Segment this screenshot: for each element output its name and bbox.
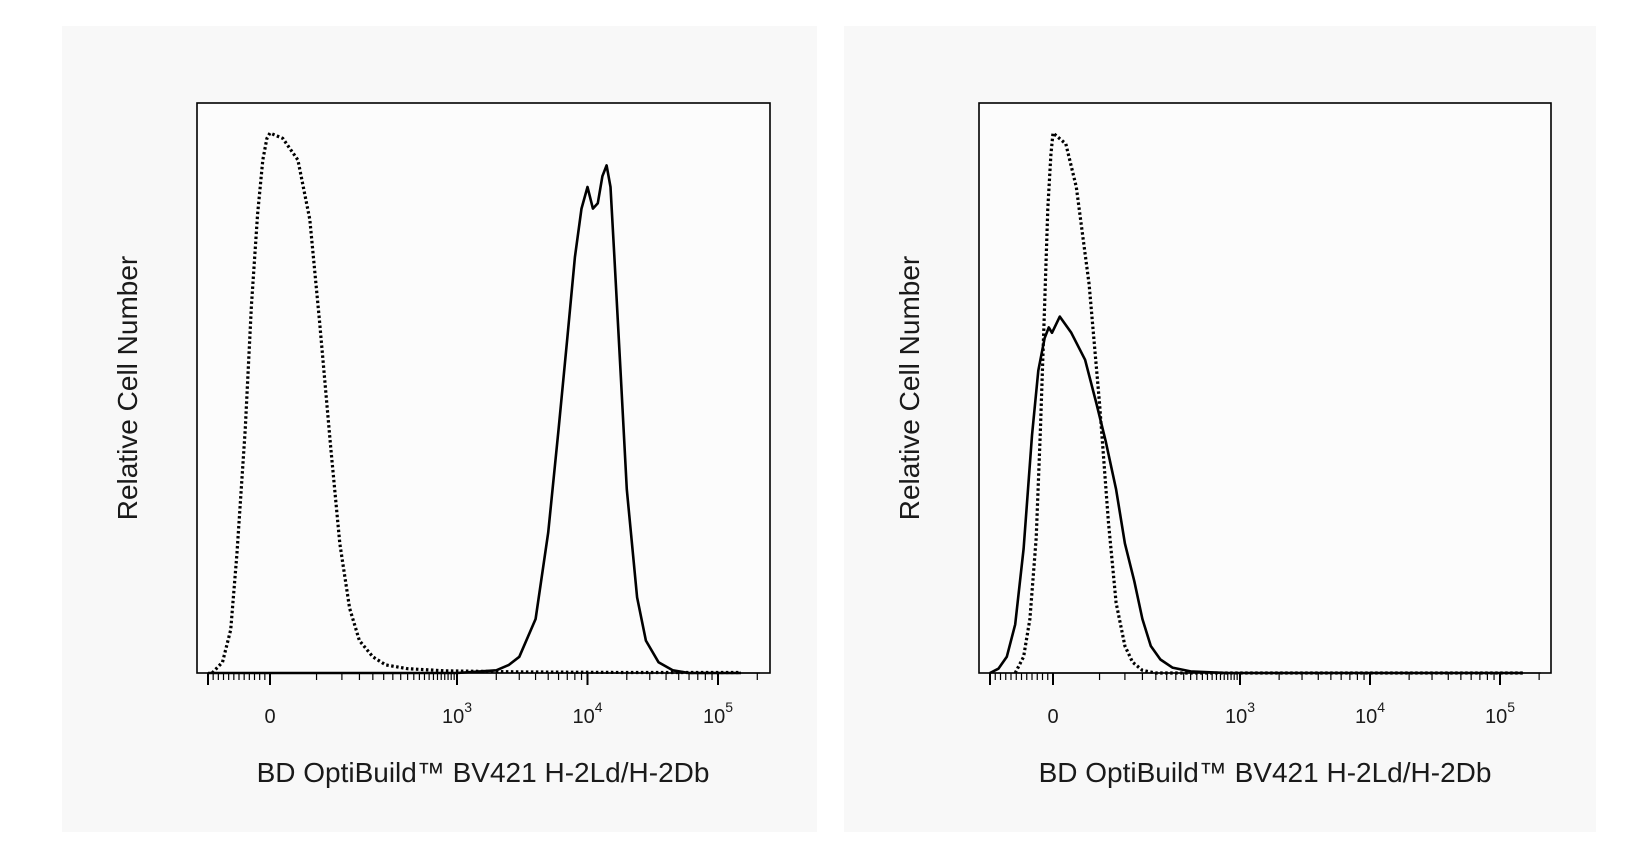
left-y-axis-label: Relative Cell Number bbox=[112, 256, 143, 521]
x-tick-label: 105 bbox=[1485, 699, 1515, 728]
right-histogram-panel: 0 103 104 105 BD OptiBuild™ BV421 H-2Ld/H-2… bbox=[844, 26, 1596, 832]
x-tick-label-base: 10 bbox=[442, 706, 464, 728]
right-plot-area bbox=[978, 102, 1552, 674]
left-plot-area bbox=[196, 102, 771, 674]
x-tick-label: 0 bbox=[264, 706, 275, 728]
control-histogram-dotted-line bbox=[1013, 131, 1523, 675]
x-tick-label-base: 10 bbox=[1225, 706, 1247, 728]
right-y-axis-label: Relative Cell Number bbox=[894, 256, 925, 521]
left-x-tick-labels: 0 103 104 105 bbox=[264, 699, 733, 728]
x-tick-label-exponent: 5 bbox=[725, 699, 733, 715]
x-tick-label-base: 10 bbox=[1485, 706, 1507, 728]
stained-histogram-solid-line bbox=[208, 164, 741, 675]
x-tick-label-base: 10 bbox=[572, 706, 594, 728]
x-tick-label-exponent: 3 bbox=[1247, 699, 1255, 715]
x-tick-label-base: 10 bbox=[1355, 706, 1377, 728]
control-histogram-dotted-line bbox=[210, 131, 741, 675]
right-histogram-curves bbox=[989, 131, 1523, 675]
x-tick-label: 103 bbox=[1225, 699, 1255, 728]
left-histogram-curves bbox=[208, 131, 741, 675]
x-tick-label-base: 10 bbox=[703, 706, 725, 728]
left-histogram-panel: 0 103 104 105 BD OptiBuild™ BV421 H-2Ld/H-2… bbox=[62, 26, 817, 832]
x-tick-label-exponent: 3 bbox=[464, 699, 472, 715]
stained-histogram-solid-line bbox=[989, 315, 1523, 675]
x-tick-label: 105 bbox=[703, 699, 733, 728]
x-tick-label: 104 bbox=[1355, 699, 1385, 728]
right-x-tick-labels: 0 103 104 105 bbox=[1047, 699, 1515, 728]
x-tick-label: 0 bbox=[1047, 706, 1058, 728]
right-x-axis-label: BD OptiBuild™ BV421 H-2Ld/H-2Db bbox=[1039, 757, 1492, 788]
x-tick-label: 104 bbox=[572, 699, 602, 728]
left-x-axis-label: BD OptiBuild™ BV421 H-2Ld/H-2Db bbox=[257, 757, 710, 788]
x-tick-label: 103 bbox=[442, 699, 472, 728]
x-tick-label-exponent: 5 bbox=[1507, 699, 1515, 715]
x-tick-label-exponent: 4 bbox=[595, 699, 603, 715]
x-tick-label-exponent: 4 bbox=[1377, 699, 1385, 715]
